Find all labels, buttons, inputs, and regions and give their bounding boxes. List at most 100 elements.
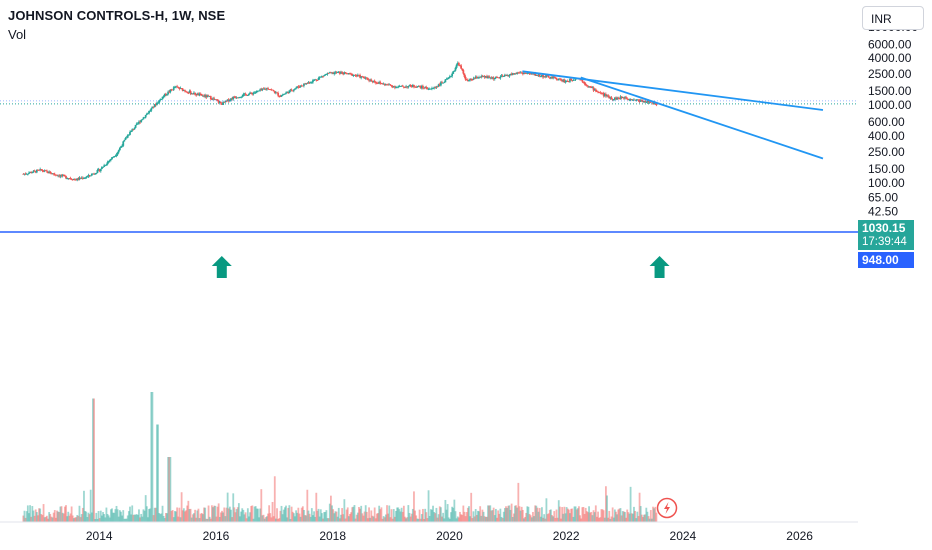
volume-bar <box>317 508 320 522</box>
volume-bar <box>564 513 567 522</box>
candle-body <box>325 74 328 76</box>
candle-body <box>324 74 327 76</box>
candle-body <box>372 80 375 82</box>
candle-body <box>226 99 229 101</box>
candle-body <box>191 93 194 95</box>
candle-body <box>477 77 479 79</box>
volume-bar <box>196 510 199 522</box>
volume-bar <box>392 509 395 522</box>
volume-indicator-label[interactable]: Vol <box>8 27 27 42</box>
candle-body <box>148 110 150 114</box>
volume-bar <box>472 511 475 522</box>
currency-selector[interactable]: INR <box>862 6 924 30</box>
candle-body <box>33 170 36 172</box>
volume-bar <box>149 508 152 522</box>
candle-body <box>283 93 286 95</box>
volume-bar <box>241 508 244 522</box>
candle-body <box>332 72 335 75</box>
candle-body <box>197 93 200 96</box>
volume-bar <box>50 516 53 522</box>
volume-bar <box>558 506 561 522</box>
volume-bar <box>435 507 438 522</box>
volume-bar <box>457 517 460 522</box>
candle-body <box>115 154 118 156</box>
candle-body <box>367 78 369 80</box>
candle-body <box>83 178 85 179</box>
volume-bar <box>528 514 531 522</box>
candle-body <box>74 179 76 180</box>
volume-bar <box>448 518 451 522</box>
volume-bar <box>245 518 248 522</box>
volume-bar <box>295 510 298 522</box>
candle-body <box>46 170 48 172</box>
candle-body <box>163 93 166 97</box>
volume-bar <box>26 505 29 522</box>
volume-bar <box>279 510 282 522</box>
candle-body <box>515 73 518 75</box>
symbol-title[interactable]: JOHNSON CONTROLS-H, 1W, NSE <box>8 8 226 23</box>
candle-body <box>99 169 102 172</box>
candle-body <box>582 81 585 83</box>
volume-bar <box>404 516 406 522</box>
volume-bar <box>565 507 568 522</box>
volume-bar <box>422 508 424 522</box>
volume-bar <box>80 514 83 522</box>
candle-body <box>387 84 390 86</box>
candle-body <box>187 92 190 94</box>
candle-body <box>636 99 639 101</box>
volume-bar <box>282 509 285 522</box>
volume-bar <box>240 511 243 522</box>
volume-bar <box>384 514 387 522</box>
volume-bar <box>367 518 369 522</box>
candle-body <box>49 171 52 174</box>
volume-bar <box>620 515 623 522</box>
candle-body <box>649 101 652 103</box>
volume-bar <box>136 514 139 522</box>
candle-body <box>321 76 323 77</box>
volume-bar <box>125 518 128 522</box>
volume-bar <box>600 509 603 522</box>
candle-body <box>270 89 273 91</box>
candle-body <box>245 94 248 96</box>
candle-body <box>254 92 257 93</box>
volume-bar <box>509 509 512 522</box>
candle-body <box>544 76 547 78</box>
volume-bar <box>401 511 404 522</box>
candle-body <box>125 137 128 139</box>
candle-body <box>215 99 218 101</box>
candle-body <box>161 96 164 100</box>
candle-body <box>446 78 449 80</box>
volume-bar <box>280 505 283 522</box>
volume-bar <box>644 514 647 522</box>
candle-body <box>190 93 193 95</box>
volume-bar <box>223 507 226 522</box>
volume-bar <box>351 507 354 522</box>
candle-body <box>285 92 287 94</box>
volume-bar <box>629 486 632 522</box>
volume-bar <box>456 516 459 522</box>
volume-bar <box>78 505 81 522</box>
volume-bar <box>572 516 575 522</box>
candle-body <box>574 78 577 80</box>
volume-bar <box>480 515 483 522</box>
volume-bar <box>413 491 415 522</box>
volume-bar <box>236 507 239 522</box>
volume-bar <box>92 398 94 522</box>
candle-body <box>105 164 108 166</box>
candle-body <box>271 89 274 91</box>
candle-body <box>508 75 511 77</box>
candle-body <box>433 87 436 89</box>
volume-bar <box>398 509 401 522</box>
candle-body <box>168 91 171 93</box>
volume-bar <box>359 508 361 522</box>
volume-bar <box>556 517 559 522</box>
candle-body <box>343 72 346 75</box>
volume-bar <box>105 507 108 522</box>
volume-bar <box>327 518 330 522</box>
candle-body <box>533 73 535 75</box>
candle-body <box>539 76 542 78</box>
candle-body <box>123 139 126 142</box>
candle-body <box>572 80 575 81</box>
candle-body <box>466 79 469 82</box>
